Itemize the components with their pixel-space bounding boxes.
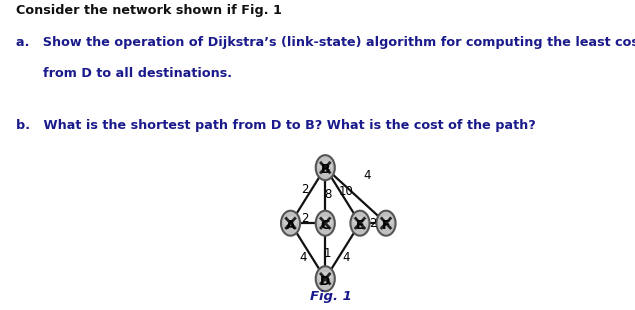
Ellipse shape — [316, 266, 335, 291]
Ellipse shape — [283, 216, 298, 226]
Text: Fig. 1: Fig. 1 — [311, 290, 352, 303]
Ellipse shape — [379, 216, 393, 226]
Text: 4: 4 — [342, 250, 350, 264]
Text: b.   What is the shortest path from D to B? What is the cost of the path?: b. What is the shortest path from D to B… — [16, 119, 536, 132]
Text: 4: 4 — [363, 169, 371, 182]
Text: B: B — [321, 163, 330, 176]
Text: Consider the network shown if Fig. 1: Consider the network shown if Fig. 1 — [16, 4, 282, 17]
Text: 2: 2 — [370, 217, 377, 230]
Ellipse shape — [377, 211, 396, 236]
Text: from D to all destinations.: from D to all destinations. — [16, 67, 232, 80]
Ellipse shape — [318, 161, 333, 171]
Text: 4: 4 — [299, 250, 307, 264]
Ellipse shape — [281, 211, 300, 236]
Text: C: C — [321, 219, 330, 232]
Text: A: A — [286, 219, 295, 232]
Ellipse shape — [316, 211, 335, 236]
Ellipse shape — [353, 216, 367, 226]
Text: D: D — [320, 274, 330, 287]
Text: F: F — [382, 219, 391, 232]
Ellipse shape — [318, 216, 333, 226]
Text: 8: 8 — [324, 188, 331, 201]
Text: E: E — [356, 219, 364, 232]
Ellipse shape — [316, 155, 335, 180]
Text: 2: 2 — [301, 183, 308, 196]
Ellipse shape — [318, 272, 333, 282]
Text: 1: 1 — [324, 247, 331, 260]
Text: 2: 2 — [301, 212, 308, 225]
Text: 10: 10 — [338, 184, 354, 197]
Text: a.   Show the operation of Dijkstra’s (link-state) algorithm for computing the l: a. Show the operation of Dijkstra’s (lin… — [16, 36, 635, 49]
Ellipse shape — [351, 211, 370, 236]
